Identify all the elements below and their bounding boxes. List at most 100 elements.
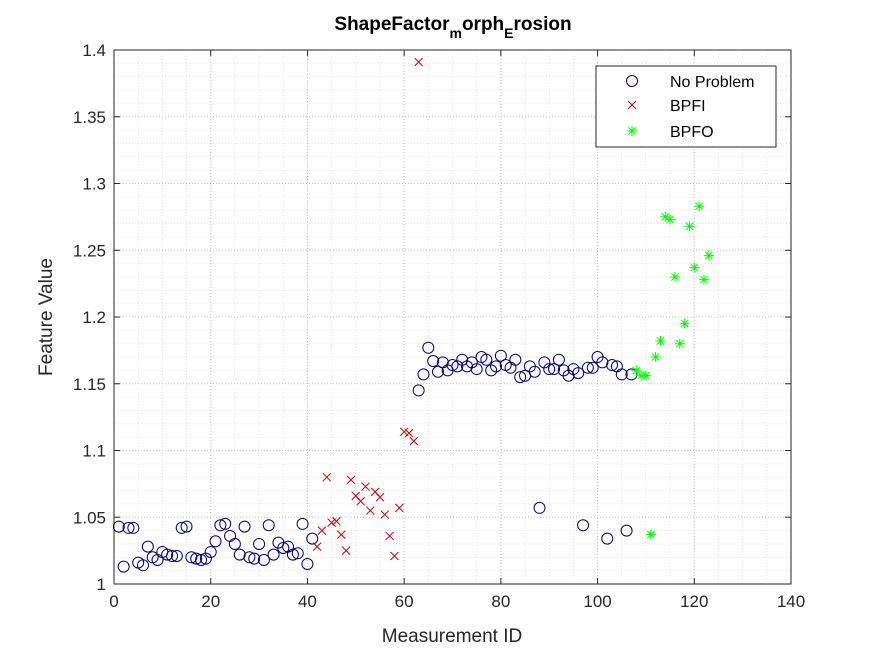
point-bpfo (645, 529, 656, 540)
point-no-problem (262, 519, 275, 532)
point-no-problem (494, 349, 507, 362)
point-bpfi (312, 542, 322, 551)
point-no-problem (199, 552, 212, 565)
point-bpfi (336, 530, 346, 539)
point-no-problem (180, 520, 193, 533)
title-subscript: m (450, 25, 462, 41)
point-no-problem (514, 371, 527, 384)
point-bpfi (385, 531, 394, 541)
point-bpfo (694, 201, 705, 212)
point-no-problem (552, 353, 565, 366)
point-no-problem (219, 517, 232, 530)
point-no-problem (446, 359, 459, 372)
point-bpfo (674, 338, 685, 349)
y-axis-label: Feature Value (36, 258, 57, 376)
point-no-problem (581, 361, 594, 374)
ticks: 0 20 40 60 80 100 120 140 1 1.05 1.1 1.15 1.2 1.25 1.3… (73, 41, 805, 611)
point-bpfo (650, 352, 661, 363)
point-no-problem (195, 553, 208, 566)
point-no-problem (465, 356, 478, 369)
point-no-problem (190, 552, 203, 565)
point-no-problem (456, 353, 469, 366)
point-bpfi (317, 526, 327, 535)
point-no-problem (301, 557, 314, 570)
y-tick-label: 1.4 (82, 41, 106, 60)
point-bpfi (332, 516, 341, 526)
point-no-problem (248, 552, 261, 565)
point-bpfo (679, 318, 690, 329)
point-no-problem (175, 521, 188, 534)
point-bpfi (365, 506, 375, 515)
point-no-problem (431, 365, 444, 378)
point-no-problem (470, 363, 483, 376)
legend: No Problem BPFI BPFO (595, 65, 777, 148)
point-no-problem (233, 548, 246, 561)
x-tick-label: 100 (583, 592, 611, 611)
point-bpfo (640, 370, 651, 381)
point-no-problem (209, 535, 222, 548)
point-no-problem (291, 547, 304, 560)
point-no-problem (267, 548, 280, 561)
point-bpfi (414, 57, 424, 67)
point-no-problem (257, 553, 270, 566)
legend-box (595, 65, 777, 148)
point-no-problem (296, 517, 309, 530)
y-tick-label: 1.3 (82, 175, 106, 194)
point-bpfi (341, 546, 351, 555)
point-no-problem (166, 549, 179, 562)
point-no-problem (451, 360, 464, 373)
y-tick-label: 1.35 (73, 108, 106, 127)
point-bpfi (380, 510, 390, 519)
point-no-problem (141, 540, 154, 553)
point-bpfi (346, 475, 356, 485)
point-no-problem (538, 356, 551, 369)
point-no-problem (577, 519, 590, 532)
x-tick-label: 40 (298, 592, 317, 611)
point-no-problem (238, 520, 251, 533)
point-bpfo (655, 336, 666, 347)
x-axis-label: Measurement ID (382, 626, 522, 647)
point-bpfi (394, 503, 404, 513)
point-no-problem (122, 521, 135, 534)
x-tick-label: 20 (201, 592, 220, 611)
point-bpfi (375, 492, 385, 502)
point-no-problem (185, 551, 198, 564)
point-no-problem (204, 545, 217, 558)
point-no-problem (596, 356, 609, 369)
point-no-problem (228, 537, 241, 550)
point-no-problem (243, 551, 256, 564)
point-no-problem (161, 548, 174, 561)
point-no-problem (417, 368, 430, 381)
legend-label-bpfi: BPFI (670, 98, 706, 115)
legend-label-bpfo: BPFO (670, 124, 714, 141)
point-no-problem (572, 367, 585, 380)
point-bpfo (698, 274, 709, 285)
y-tick-label: 1.1 (82, 442, 106, 461)
point-bpfi (399, 427, 409, 437)
point-no-problem (253, 537, 266, 550)
legend-marker-x-icon (627, 100, 637, 110)
x-tick-label: 80 (491, 592, 510, 611)
point-no-problem (112, 520, 125, 533)
point-no-problem (548, 363, 561, 376)
point-bpfi (390, 551, 399, 561)
point-no-problem (117, 560, 130, 573)
x-tick-label: 140 (777, 592, 805, 611)
point-no-problem (562, 369, 575, 382)
legend-markers (626, 75, 638, 136)
point-no-problem (490, 360, 503, 373)
point-bpfi (327, 518, 336, 527)
legend-label-no-problem: No Problem (670, 74, 754, 91)
x-tick-label: 60 (395, 592, 414, 611)
y-tick-label: 1 (97, 575, 106, 594)
point-bpfo (660, 211, 671, 222)
point-no-problem (620, 524, 633, 537)
point-no-problem (170, 549, 183, 562)
point-bpfi (361, 482, 370, 491)
x-tick-label: 0 (109, 592, 118, 611)
point-no-problem (277, 541, 290, 554)
point-no-problem (543, 363, 556, 376)
chart-title: ShapeFactormorphErosion (334, 14, 571, 41)
point-no-problem (412, 384, 425, 397)
axes-box (113, 49, 792, 585)
